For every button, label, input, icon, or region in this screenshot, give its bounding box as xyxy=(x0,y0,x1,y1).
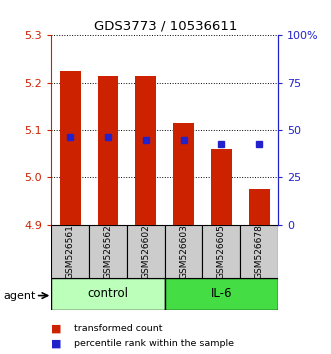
Bar xyxy=(165,225,203,278)
Text: ■: ■ xyxy=(51,338,62,348)
Bar xyxy=(51,225,89,278)
Bar xyxy=(127,225,165,278)
Bar xyxy=(203,225,240,278)
Text: GSM526602: GSM526602 xyxy=(141,224,150,279)
Bar xyxy=(240,225,278,278)
Text: GSM526678: GSM526678 xyxy=(255,224,264,279)
Text: transformed count: transformed count xyxy=(74,324,163,333)
Text: control: control xyxy=(87,287,128,300)
Bar xyxy=(89,225,127,278)
Text: ■: ■ xyxy=(51,324,62,333)
Text: GDS3773 / 10536611: GDS3773 / 10536611 xyxy=(94,19,237,33)
Bar xyxy=(60,71,80,225)
Bar xyxy=(173,123,194,225)
Bar xyxy=(98,76,118,225)
Text: agent: agent xyxy=(3,291,36,301)
Text: percentile rank within the sample: percentile rank within the sample xyxy=(74,339,234,348)
Bar xyxy=(165,278,278,310)
Text: GSM526605: GSM526605 xyxy=(217,224,226,279)
Bar xyxy=(211,149,232,225)
Text: GSM526561: GSM526561 xyxy=(66,224,75,279)
Bar xyxy=(51,278,165,310)
Bar xyxy=(249,189,269,225)
Bar xyxy=(135,76,156,225)
Text: GSM526603: GSM526603 xyxy=(179,224,188,279)
Text: IL-6: IL-6 xyxy=(211,287,232,300)
Text: GSM526562: GSM526562 xyxy=(104,224,113,279)
